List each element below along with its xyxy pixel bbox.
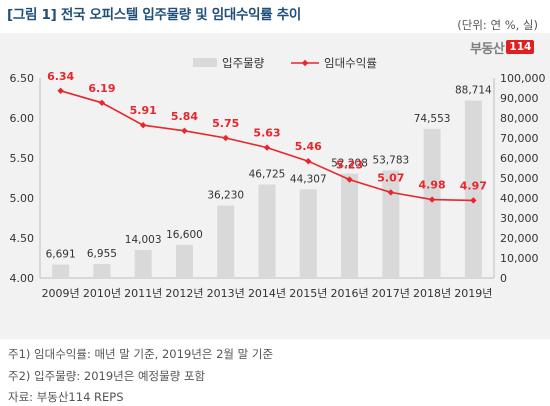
logo-text: 부동산 (470, 41, 505, 57)
line-data-label: 5.84 (171, 110, 198, 123)
bar-data-label: 6,955 (87, 248, 117, 260)
line-point-2011년 (139, 122, 147, 129)
bar-2018년 (423, 128, 441, 278)
y-right-tick-label: 100,000 (500, 72, 546, 85)
bar-2013년 (217, 205, 235, 278)
y-right-tick-label: 30,000 (500, 212, 539, 225)
y-right-tick-label: 60,000 (500, 152, 539, 165)
line-data-label: 4.97 (460, 179, 487, 192)
line-point-2012년 (181, 127, 188, 134)
unit-label: (단위: 연 %, 실) (457, 18, 538, 32)
bar-data-label: 6,691 (46, 249, 76, 261)
x-tick-label: 2011년 (124, 287, 162, 300)
line-point-2017년 (387, 189, 395, 196)
brand-logo: 부동산 114 (470, 38, 535, 57)
y-left-tick-label: 4.00 (10, 272, 35, 285)
x-tick-label: 2009년 (42, 287, 80, 300)
bar-data-label: 16,600 (166, 229, 203, 241)
legend-bar-swatch (193, 58, 217, 67)
bar-2012년 (175, 244, 193, 278)
bar-2016년 (341, 173, 359, 278)
line-data-label: 5.63 (253, 127, 280, 140)
line-data-label: 5.23 (336, 159, 363, 172)
y-left-tick-label: 5.50 (10, 152, 35, 165)
bar-data-label: 74,553 (414, 113, 451, 125)
line-data-label: 6.34 (47, 70, 74, 83)
bar-data-label: 36,230 (207, 190, 244, 202)
bar-2011년 (134, 249, 152, 278)
y-right-tick-label: 80,000 (500, 112, 539, 125)
line-point-2015년 (305, 158, 312, 165)
line-point-2018년 (428, 196, 436, 203)
y-left-tick-label: 6.50 (10, 72, 35, 85)
y-left-tick-label: 5.00 (10, 192, 35, 205)
line-data-label: 5.75 (212, 117, 239, 130)
x-tick-label: 2016년 (330, 287, 368, 300)
bar-data-label: 14,003 (125, 234, 162, 246)
y-right-tick-label: 0 (500, 272, 507, 285)
line-point-2009년 (57, 87, 64, 94)
x-tick-label: 2017년 (372, 287, 410, 300)
page-title: [그림 1] 전국 오피스텔 입주물량 및 임대수익률 추이 (7, 7, 302, 23)
line-point-2019년 (470, 197, 477, 204)
line-point-2013년 (222, 134, 229, 142)
note-1: 주1) 임대수익률: 매년 말 기준, 2019년은 2월 말 기준 (8, 347, 274, 361)
legend-line-marker (301, 59, 309, 67)
y-right-tick-label: 50,000 (500, 172, 539, 185)
line-point-2016년 (346, 176, 353, 183)
bar-data-label: 46,725 (249, 169, 286, 181)
y-right-tick-label: 70,000 (500, 132, 539, 145)
bar-2014년 (258, 184, 276, 278)
bar-data-label: 88,714 (455, 85, 492, 97)
bar-2019년 (464, 100, 482, 279)
y-left-tick-label: 4.50 (10, 232, 35, 245)
line-data-label: 5.07 (377, 171, 404, 184)
line-data-label: 4.98 (419, 179, 446, 192)
note-2: 주2) 입주물량: 2019년은 예정물량 포함 (8, 369, 206, 383)
line-data-label: 5.91 (130, 104, 157, 117)
x-tick-label: 2018년 (413, 287, 451, 300)
line-point-2010년 (98, 99, 106, 106)
bar-data-label: 53,783 (372, 154, 409, 166)
bar-2015년 (299, 189, 317, 278)
legend-bar-label: 입주물량 (222, 56, 265, 70)
x-tick-label: 2012년 (165, 287, 203, 300)
line-data-label: 6.19 (88, 82, 115, 95)
y-right-tick-label: 90,000 (500, 92, 539, 105)
line-point-2014년 (263, 144, 271, 151)
y-right-tick-label: 20,000 (500, 232, 539, 245)
source-note: 자료: 부동산114 REPS (8, 390, 124, 404)
x-tick-label: 2010년 (83, 287, 121, 300)
y-right-tick-label: 40,000 (500, 192, 539, 205)
x-tick-label: 2015년 (289, 287, 327, 300)
bar-2009년 (52, 264, 70, 278)
bar-data-label: 52,208 (331, 158, 368, 170)
legend-line-label: 임대수익률 (324, 56, 377, 70)
bar-2017년 (382, 170, 400, 278)
x-tick-label: 2019년 (454, 287, 492, 300)
x-tick-label: 2013년 (207, 287, 245, 300)
logo-badge: 114 (506, 40, 535, 54)
x-tick-label: 2014년 (248, 287, 286, 300)
line-data-label: 5.46 (295, 140, 322, 153)
bar-data-label: 44,307 (290, 173, 327, 185)
y-left-tick-label: 6.00 (10, 112, 35, 125)
y-right-tick-label: 10,000 (500, 252, 539, 265)
bar-2010년 (93, 264, 111, 278)
